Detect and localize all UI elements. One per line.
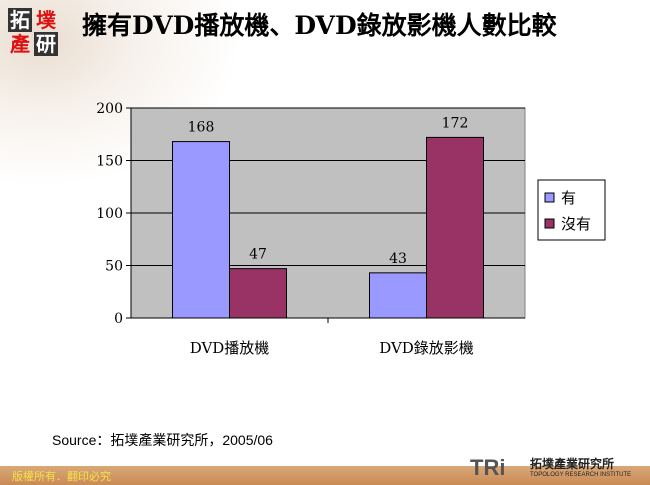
y-tick-label: 150 <box>96 154 123 170</box>
y-tick-label: 200 <box>96 101 123 117</box>
data-label: 43 <box>389 251 407 267</box>
bar <box>426 136 484 319</box>
tri-name-en: TOPOLOGY RESEARCH INSTITUTE <box>530 472 632 478</box>
footer-bar <box>0 466 650 485</box>
legend-swatch <box>544 192 555 203</box>
data-label: 172 <box>442 115 469 131</box>
logo-char: 拓 <box>8 8 32 32</box>
logo: 拓 墣 產 研 <box>8 8 62 56</box>
bar <box>172 141 230 319</box>
logo-char: 產 <box>10 32 30 56</box>
source-note: Source：拓墣產業研究所，2005/06 <box>52 432 273 448</box>
data-label: 168 <box>188 120 215 136</box>
y-tick-label: 50 <box>105 259 123 275</box>
data-label: 47 <box>249 247 267 263</box>
tri-name-cn: 拓墣產業研究所 <box>530 457 615 471</box>
y-tick-label: 0 <box>114 311 123 327</box>
y-tick-label: 100 <box>96 206 123 222</box>
x-tick-label: DVD播放機 <box>190 339 270 357</box>
page-title: 擁有DVD播放機、DVD錄放影機人數比較 <box>82 11 557 40</box>
x-tick-label: DVD錄放影機 <box>379 339 474 357</box>
copyright-text: 版權所有．翻印必究 <box>12 470 111 483</box>
tri-logo: TRi <box>470 455 506 480</box>
bar <box>369 272 427 319</box>
legend-label: 沒有 <box>561 215 591 233</box>
legend <box>537 179 606 241</box>
legend-label: 有 <box>561 189 576 207</box>
bar <box>229 268 287 319</box>
logo-char: 研 <box>34 32 58 56</box>
logo-char: 墣 <box>36 8 56 32</box>
legend-swatch <box>544 218 555 229</box>
